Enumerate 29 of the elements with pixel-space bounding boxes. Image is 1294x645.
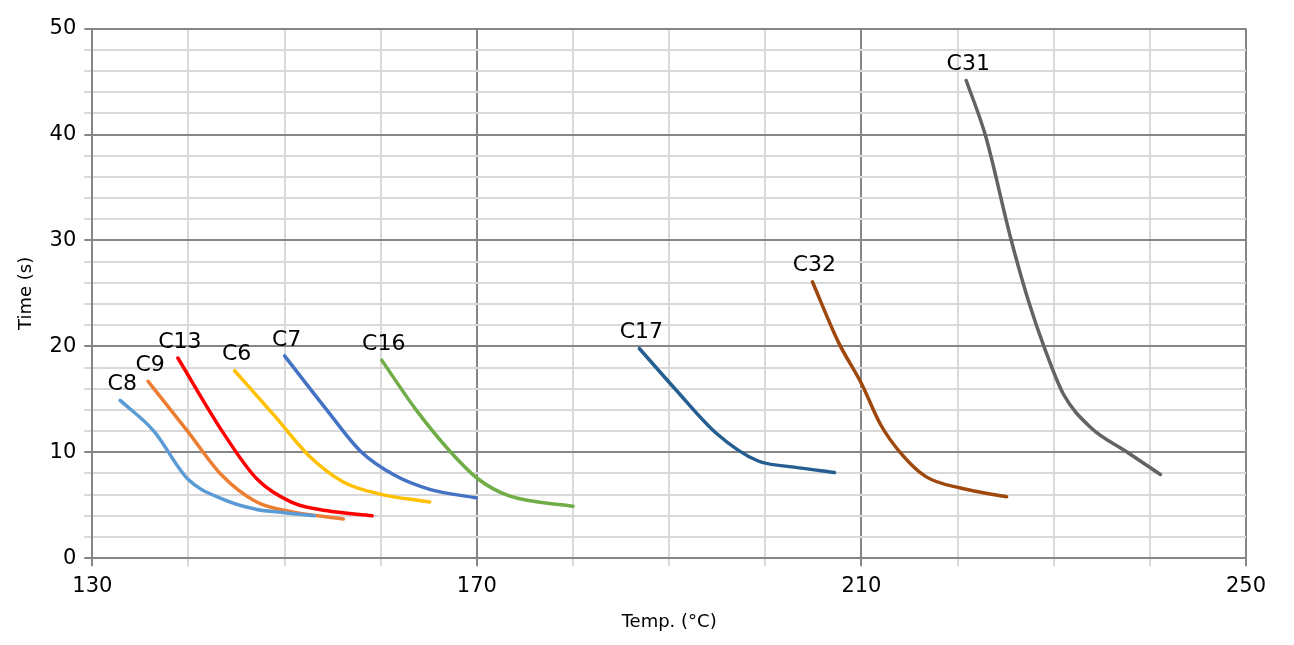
- line-series: [118, 398, 317, 518]
- line-series: [379, 358, 575, 509]
- line-series: [146, 379, 345, 521]
- y-tick-label: 40: [49, 120, 77, 145]
- series-label: C16: [362, 329, 406, 355]
- x-tick-label: 210: [841, 573, 882, 598]
- series-label: C8: [107, 370, 137, 396]
- line-series: [282, 354, 478, 500]
- series-label: C13: [158, 327, 202, 353]
- series-label: C17: [619, 318, 664, 344]
- y-axis-title: Time (s): [14, 256, 36, 331]
- y-tick-label: 20: [49, 332, 77, 357]
- line-series: [637, 346, 837, 475]
- line-series: [810, 280, 1009, 499]
- x-tick-label: 130: [72, 573, 113, 598]
- x-tick-label: 250: [1225, 573, 1267, 598]
- series-label: C9: [135, 351, 165, 377]
- y-tick-label: 30: [49, 226, 77, 251]
- y-tick-label: 50: [49, 15, 77, 40]
- line-series: [964, 78, 1163, 477]
- series-label: C31: [946, 50, 990, 76]
- x-tick-label: 170: [456, 573, 497, 598]
- y-tick-label: 0: [62, 544, 77, 569]
- y-tick-label: 10: [49, 438, 77, 463]
- series-label: C7: [271, 325, 302, 351]
- line-series: [232, 368, 432, 504]
- x-axis-title: Temp. (°C): [620, 609, 717, 631]
- series-label: C32: [792, 251, 837, 277]
- series-label: C6: [221, 340, 252, 366]
